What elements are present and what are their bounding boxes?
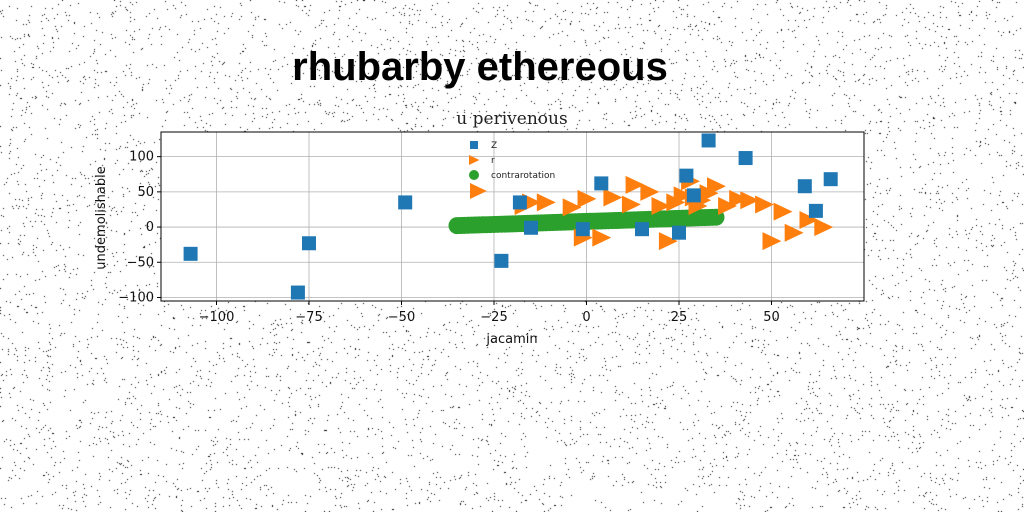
- y-tick-label: 50: [137, 185, 154, 200]
- r-point: [625, 175, 645, 194]
- x-tick-label: 0: [582, 310, 590, 325]
- z-point: [672, 225, 686, 240]
- z-point: [524, 220, 538, 235]
- r-point: [640, 182, 660, 201]
- legend-label-r: r: [491, 156, 495, 166]
- y-axis-label: undemolishable: [94, 166, 109, 269]
- z-point: [797, 179, 812, 194]
- r-point: [577, 189, 597, 208]
- axis-ticks: −100 −75 −50 −25 0 25 50 −100 −50 0 50 100: [118, 150, 779, 325]
- r-point: [755, 195, 774, 214]
- chart-subtitle: u perivenous: [456, 109, 567, 129]
- z-point: [594, 176, 609, 191]
- z-point: [494, 253, 509, 268]
- data-points: [183, 133, 838, 300]
- r-point: [784, 223, 804, 242]
- plot-frame: [160, 131, 865, 302]
- r-point: [718, 196, 737, 215]
- z-point: [808, 203, 823, 218]
- legend-marker-z: [470, 141, 478, 149]
- z-point: [701, 133, 716, 148]
- r-point: [562, 198, 582, 217]
- x-tick-label: 25: [671, 310, 688, 325]
- r-point: [729, 189, 749, 208]
- legend-label-contrarotation: contrarotation: [491, 171, 555, 181]
- r-point: [592, 228, 612, 247]
- y-tick-label: 100: [129, 150, 154, 165]
- x-tick-label: −25: [480, 310, 507, 325]
- z-point: [686, 188, 701, 203]
- r-point: [536, 193, 556, 212]
- legend-marker-extra: [470, 183, 487, 199]
- x-axis-label: jacamin: [485, 332, 537, 347]
- r-point: [799, 211, 819, 230]
- r-point: [651, 196, 671, 215]
- legend-marker-r: [469, 155, 480, 165]
- y-tick-label: −50: [127, 255, 154, 270]
- r-point: [740, 191, 760, 210]
- x-tick-label: 50: [763, 310, 780, 325]
- z-point: [183, 246, 198, 261]
- r-point: [658, 232, 678, 251]
- r-point: [707, 177, 726, 196]
- y-tick-label: −100: [118, 290, 154, 305]
- r-point: [621, 195, 641, 214]
- r-point: [762, 232, 782, 251]
- y-tick-label: 0: [146, 220, 154, 235]
- r-point: [673, 186, 693, 205]
- legend-label-z: Z: [491, 141, 497, 151]
- legend: Zr contrarotation: [469, 141, 555, 199]
- z-point: [512, 195, 527, 210]
- r-point: [603, 188, 623, 207]
- r-point: [814, 218, 834, 237]
- z-point: [823, 172, 838, 187]
- x-tick-label: −75: [295, 310, 322, 325]
- z-point: [635, 222, 649, 237]
- r-point: [773, 202, 793, 221]
- z-point: [679, 168, 694, 183]
- z-point: [575, 222, 590, 237]
- z-point: [398, 195, 413, 210]
- z-point: [290, 285, 305, 300]
- x-tick-label: −100: [199, 310, 235, 325]
- z-point: [738, 151, 753, 166]
- legend-marker-contrarotation: [469, 170, 479, 180]
- z-point: [302, 236, 316, 251]
- chart-title: rhubarby ethereous: [292, 45, 668, 89]
- x-tick-label: −50: [388, 310, 415, 325]
